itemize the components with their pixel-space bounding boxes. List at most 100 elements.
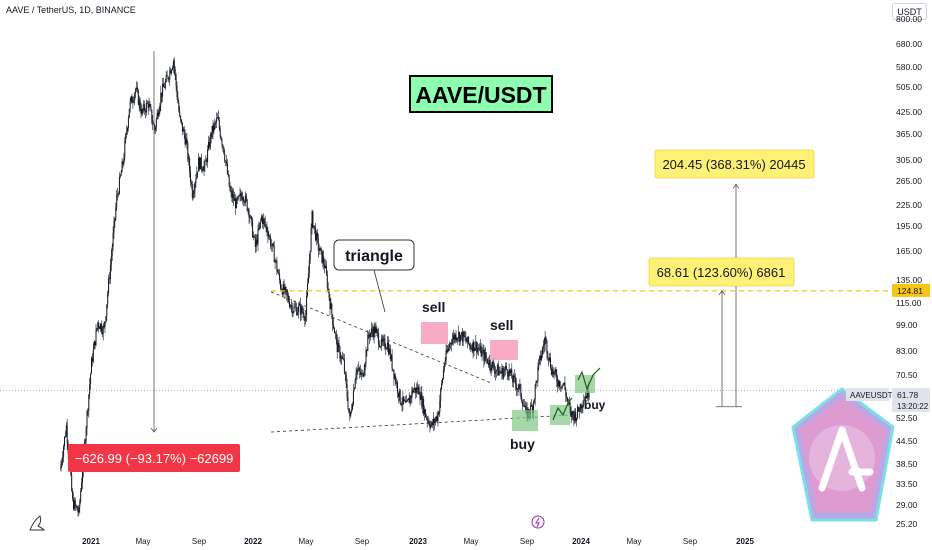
price-tick-label: 33.50 <box>896 479 918 489</box>
currency-button[interactable]: USDT <box>892 3 927 20</box>
candle-body <box>341 356 343 360</box>
time-tick-label: 2024 <box>572 537 590 546</box>
title-badge-box <box>409 75 553 113</box>
candle-body <box>293 306 295 312</box>
candle-body <box>270 236 272 247</box>
candle-body <box>467 336 469 343</box>
candle-body <box>266 226 268 233</box>
candle-body <box>559 380 560 388</box>
price-tick-label: 265.00 <box>896 176 922 186</box>
candle-body <box>235 198 236 209</box>
candle-body <box>308 259 310 274</box>
candle-body <box>530 404 532 415</box>
candle-body <box>509 369 511 374</box>
candle-body <box>447 348 449 353</box>
candle-body <box>285 287 287 290</box>
price-tick-label: 195.00 <box>896 221 922 231</box>
candle-body <box>235 198 237 209</box>
candle-body <box>441 383 443 389</box>
candle-body <box>205 160 207 162</box>
candle-body <box>298 305 299 312</box>
candle-body <box>245 195 247 200</box>
candles-layer <box>60 57 590 517</box>
candle-body <box>66 425 68 443</box>
sell-label-1: sell <box>422 299 445 315</box>
candle-body <box>427 420 429 422</box>
candle-body <box>473 341 475 351</box>
candle-body <box>321 249 323 263</box>
candle-body <box>502 368 504 378</box>
candle-body <box>99 326 101 330</box>
candle-body <box>107 293 109 305</box>
candle-body <box>359 368 361 372</box>
sell-label-2: sell <box>490 317 513 333</box>
triangle-callout-label: triangle <box>345 248 403 265</box>
current-price-tag <box>892 388 930 412</box>
candle-body <box>415 387 416 393</box>
candle-body <box>409 396 411 404</box>
candle-body <box>86 411 88 429</box>
candle-body <box>177 96 179 103</box>
candle-body <box>267 232 269 237</box>
candle-body <box>367 334 369 352</box>
candle-body <box>567 397 569 402</box>
target2-label-box <box>654 149 815 179</box>
candle-body <box>535 380 537 386</box>
buy-label-1: buy <box>510 436 535 452</box>
candle-body <box>386 348 388 350</box>
candle-body <box>90 373 92 385</box>
price-tick-label: 425.00 <box>896 107 922 117</box>
time-tick-label: May <box>298 537 313 546</box>
candle-body <box>145 110 146 113</box>
candle-body <box>188 158 190 160</box>
candle-body <box>586 396 587 399</box>
candle-body <box>406 400 408 401</box>
candle-body <box>338 343 340 348</box>
candle-body <box>307 273 309 284</box>
candle-body <box>469 343 470 346</box>
candle-body <box>199 157 200 170</box>
candle-body <box>146 103 148 104</box>
candle-body <box>323 256 325 265</box>
candle-body <box>135 89 137 94</box>
candle-body <box>185 138 187 145</box>
price-axis: 800.00 680.00 580.00 505.00 425.00 365.00 305.… <box>846 14 930 529</box>
candle-body <box>181 122 183 132</box>
candle-body <box>443 364 445 371</box>
lightning-icon <box>535 517 540 528</box>
candle-body <box>418 387 420 395</box>
buy-label-2: buy <box>584 398 606 412</box>
candle-body <box>129 100 131 109</box>
candle-body <box>190 171 191 183</box>
price-tick-label: 83.00 <box>896 346 918 356</box>
candle-body <box>360 371 362 375</box>
candle-body <box>577 406 578 418</box>
candle-body <box>230 190 232 192</box>
candle-body <box>405 400 407 403</box>
candle-body <box>383 339 385 340</box>
candle-body <box>222 144 224 147</box>
candle-body <box>475 341 477 349</box>
candle-body <box>365 350 367 364</box>
candle-body <box>295 306 297 308</box>
candle-body <box>361 373 362 375</box>
candle-body <box>140 108 142 114</box>
candle-body <box>92 349 94 362</box>
candle-body <box>415 387 417 393</box>
time-tick-label: 2025 <box>736 537 754 546</box>
candle-body <box>176 85 178 97</box>
candle-body <box>471 347 473 352</box>
candle-body <box>381 339 383 342</box>
candle-body <box>498 371 500 376</box>
candle-body <box>369 334 371 338</box>
candle-body <box>190 182 192 185</box>
candle-body <box>578 410 580 412</box>
candle-body <box>155 118 157 128</box>
candle-body <box>152 121 154 125</box>
candle-body <box>322 256 324 263</box>
candle-body <box>428 420 430 425</box>
candle-body <box>142 109 144 111</box>
countdown-label: 13:20:22 <box>897 402 929 411</box>
candle-body <box>465 337 467 341</box>
